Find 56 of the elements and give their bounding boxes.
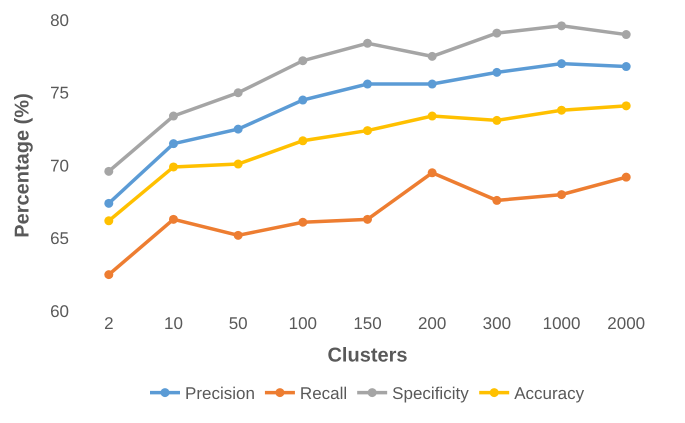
point	[298, 218, 308, 227]
x-axis-title: Clusters	[327, 344, 408, 366]
point	[428, 52, 437, 61]
x-tick-label: 300	[482, 314, 512, 333]
point	[234, 88, 243, 98]
point	[428, 112, 437, 121]
point	[104, 198, 114, 208]
point	[234, 124, 243, 134]
x-tick-label: 10	[164, 314, 183, 333]
point	[622, 101, 631, 110]
point	[234, 230, 243, 240]
point	[557, 190, 566, 200]
point	[622, 30, 631, 40]
point	[104, 216, 114, 226]
point	[104, 166, 114, 176]
y-tick-label: 65	[50, 229, 69, 248]
point	[168, 162, 178, 172]
point	[234, 160, 243, 169]
point	[428, 80, 437, 89]
point	[622, 62, 631, 72]
legend-label: Recall	[300, 384, 348, 404]
point	[363, 38, 372, 48]
point	[363, 80, 372, 89]
point	[428, 168, 437, 178]
point	[363, 126, 372, 136]
point	[557, 106, 566, 115]
point	[298, 56, 308, 66]
point	[168, 214, 178, 224]
point	[492, 116, 502, 125]
legend-label: Specificity	[392, 384, 470, 404]
y-tick-label: 80	[50, 10, 69, 30]
point	[492, 196, 502, 205]
point	[557, 21, 566, 30]
point	[168, 112, 178, 121]
x-tick-label: 200	[418, 314, 446, 333]
point	[492, 68, 502, 77]
point	[298, 136, 308, 146]
x-tick-label: 1000	[542, 314, 580, 333]
x-tick-label: 50	[228, 314, 248, 333]
y-tick-label: 60	[50, 302, 69, 321]
legend-label: Precision	[185, 384, 255, 404]
y-tick-label: 75	[50, 84, 69, 103]
point	[104, 270, 114, 280]
y-axis-title: Percentage (%)	[12, 93, 34, 238]
point	[298, 96, 308, 105]
y-tick-label: 70	[50, 156, 69, 176]
x-tick-label: 2	[104, 314, 114, 333]
x-tick-label: 2000	[607, 314, 646, 333]
x-tick-label: 150	[353, 314, 382, 333]
point	[557, 59, 566, 68]
point	[492, 28, 502, 38]
point	[622, 172, 631, 182]
x-tick-label: 100	[288, 314, 318, 333]
point	[363, 214, 372, 224]
legend-label: Accuracy	[514, 384, 585, 404]
point	[168, 139, 178, 148]
